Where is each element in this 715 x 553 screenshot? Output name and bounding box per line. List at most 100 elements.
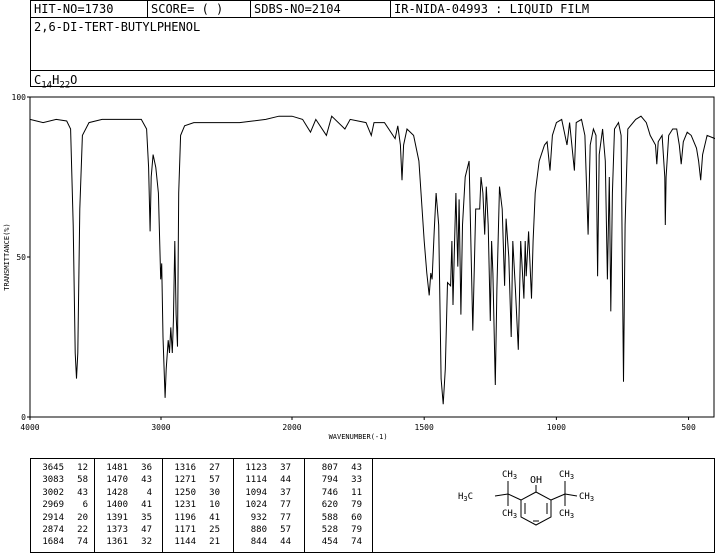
peak-wavenumber: 1361 (106, 537, 128, 548)
peak-row: 1684 74 (36, 537, 88, 547)
peak-row: 844 44 (239, 537, 291, 547)
peak-row: 528 79 (310, 525, 362, 535)
peak-wavenumber: 528 (321, 525, 338, 535)
peak-transmittance: 37 (280, 487, 291, 498)
peak-transmittance: 20 (77, 512, 88, 523)
peak-transmittance: 60 (351, 512, 362, 523)
peak-row: 1316 27 (168, 463, 220, 473)
peak-row: 1391 35 (100, 513, 152, 523)
peak-row: 932 77 (239, 513, 291, 523)
peak-column: 807 43 794 33 746 11 620 79 588 60 528 79 454 74 (305, 459, 372, 552)
peak-column: 1316 27 1271 57 1250 30 1231 10 1196 41 1171 25 1144… (163, 459, 234, 552)
peak-column: 1123 37 1114 44 1094 37 1024 77 932 77 880 57 844 44 (234, 459, 305, 552)
peak-transmittance: 44 (280, 475, 291, 486)
peak-wavenumber: 794 (321, 475, 338, 486)
x-tick-label: 2000 (282, 423, 301, 432)
y-axis-title: TRANSMITTANCE(%) (3, 223, 11, 290)
compound-name: 2,6-DI-TERT-BUTYLPHENOL (34, 20, 201, 34)
peak-row: 2914 20 (36, 513, 88, 523)
ch3-right: CH3 (579, 492, 594, 503)
peak-wavenumber: 1481 (106, 463, 128, 473)
peak-row: 1024 77 (239, 500, 291, 510)
sdbs-number: SDBS-NO=2104 (251, 1, 391, 17)
compound-box: 2,6-DI-TERT-BUTYLPHENOL C14H22O (30, 17, 715, 90)
peak-wavenumber: 3083 (42, 475, 64, 486)
ch3-top-right: CH3 (559, 470, 574, 481)
peak-wavenumber: 2874 (42, 525, 64, 535)
h3c-left: H3C (458, 492, 473, 503)
peak-transmittance: 57 (280, 525, 291, 535)
peak-transmittance: 57 (209, 475, 220, 486)
peak-row: 454 74 (310, 537, 362, 547)
peak-row: 1470 43 (100, 475, 152, 485)
peak-transmittance: 12 (77, 463, 88, 473)
oh-label: OH (530, 475, 542, 486)
peak-row: 746 11 (310, 488, 362, 498)
peak-transmittance: 33 (351, 475, 362, 486)
peak-table: 3645 12 3083 58 3002 43 2969 6 2914 20 2874 22 1684 7… (30, 458, 373, 553)
structure-box: OH CH3 CH3 H3C CH3 CH3 CH3 (372, 458, 715, 553)
peak-row: 1144 21 (168, 537, 220, 547)
peak-transmittance: 41 (141, 500, 152, 511)
peak-wavenumber: 1470 (106, 475, 128, 486)
peak-transmittance: 43 (351, 463, 362, 473)
peak-transmittance: 11 (351, 487, 362, 498)
score: SCORE= ( ) (148, 1, 251, 17)
peak-row: 1373 47 (100, 525, 152, 535)
peak-transmittance: 37 (280, 463, 291, 473)
peak-wavenumber: 844 (250, 537, 267, 548)
peak-wavenumber: 1171 (174, 525, 196, 535)
peak-wavenumber: 1250 (174, 487, 196, 498)
x-tick-label: 500 (681, 423, 696, 432)
peak-wavenumber: 2969 (42, 500, 64, 511)
peak-transmittance: 21 (209, 537, 220, 548)
spectrum-line (29, 115, 715, 405)
plot-frame (29, 96, 715, 418)
peak-transmittance: 22 (77, 525, 88, 535)
peak-wavenumber: 1123 (245, 463, 267, 473)
x-axis-title: WAVENUMBER(-1) (329, 433, 388, 441)
ch3-top-left: CH3 (502, 470, 517, 481)
peak-wavenumber: 3002 (42, 487, 64, 498)
peak-wavenumber: 932 (250, 512, 267, 523)
header-bar: HIT-NO=1730 SCORE= ( ) SDBS-NO=2104 IR-N… (30, 0, 715, 18)
peak-wavenumber: 3645 (42, 463, 64, 473)
peak-wavenumber: 1196 (174, 512, 196, 523)
peak-wavenumber: 746 (321, 487, 338, 498)
peak-wavenumber: 880 (250, 525, 267, 535)
peak-row: 1123 37 (239, 463, 291, 473)
peak-row: 807 43 (310, 463, 362, 473)
peak-row: 2874 22 (36, 525, 88, 535)
peak-row: 1400 41 (100, 500, 152, 510)
peak-row: 1171 25 (168, 525, 220, 535)
peak-transmittance: 35 (141, 512, 152, 523)
peak-wavenumber: 620 (321, 500, 338, 511)
peak-wavenumber: 1316 (174, 463, 196, 473)
peak-row: 3002 43 (36, 488, 88, 498)
x-tick-label: 3000 (151, 423, 170, 432)
peak-transmittance: 74 (351, 537, 362, 548)
peak-transmittance: 77 (280, 500, 291, 511)
peak-transmittance: 32 (141, 537, 152, 548)
peak-row: 3083 58 (36, 475, 88, 485)
peak-column: 1481 36 1470 43 1428 4 1400 41 1391 35 1373 47 1361 3… (95, 459, 163, 552)
peak-wavenumber: 1373 (106, 525, 128, 535)
peak-transmittance: 36 (141, 463, 152, 473)
peak-wavenumber: 1271 (174, 475, 196, 486)
peak-transmittance: 27 (209, 463, 220, 473)
formula-divider (31, 70, 714, 71)
peak-transmittance: 10 (209, 500, 220, 511)
ch3-bottom-right: CH3 (559, 509, 574, 520)
peak-transmittance: 41 (209, 512, 220, 523)
peak-row: 1428 4 (100, 488, 152, 498)
peak-transmittance: 43 (141, 475, 152, 486)
y-tick-label: 0 (21, 413, 26, 422)
x-tick-label: 1000 (547, 423, 566, 432)
peak-wavenumber: 1400 (106, 500, 128, 511)
peak-row: 620 79 (310, 500, 362, 510)
ir-source: IR-NIDA-04993 : LIQUID FILM (394, 2, 590, 16)
y-tick-label: 100 (12, 93, 27, 102)
peak-transmittance: 6 (82, 500, 88, 511)
peak-row: 1231 10 (168, 500, 220, 510)
peak-transmittance: 74 (77, 537, 88, 548)
